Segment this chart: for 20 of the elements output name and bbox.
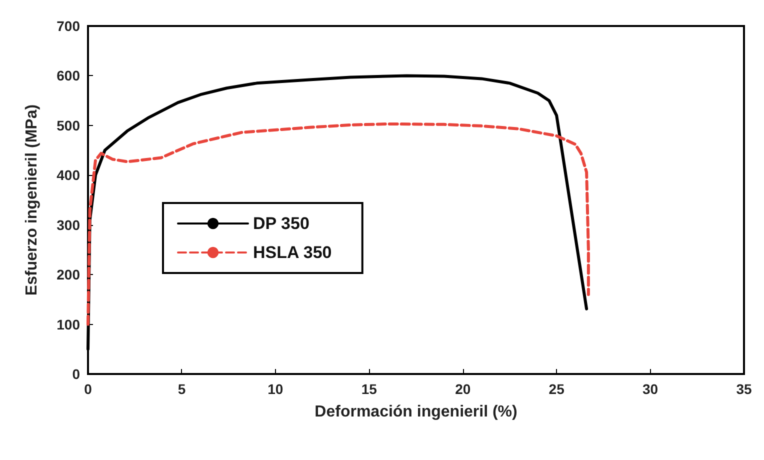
x-tick-label: 5 xyxy=(178,381,186,397)
y-tick-label: 300 xyxy=(56,216,80,233)
legend-label: DP 350 xyxy=(253,214,310,233)
x-axis-title: Deformación ingenieril (%) xyxy=(314,404,518,420)
x-tick-label: 10 xyxy=(268,381,284,397)
x-tick-label: 30 xyxy=(642,381,658,397)
y-tick-label: 0 xyxy=(72,366,80,382)
x-tick-label: 15 xyxy=(361,381,378,397)
x-tick-label: 0 xyxy=(84,381,92,397)
x-tick-label: 25 xyxy=(548,381,565,397)
y-axis-title: Esfuerzo ingenieril (MPa) xyxy=(24,104,40,296)
y-tick-label: 600 xyxy=(56,68,80,84)
legend-label: HSLA 350 xyxy=(253,243,332,262)
y-tick-label: 200 xyxy=(56,266,80,283)
x-tick-label: 20 xyxy=(455,381,471,397)
y-tick-label: 500 xyxy=(56,117,80,134)
y-tick-label: 100 xyxy=(56,316,80,332)
y-tick-label: 700 xyxy=(56,18,80,34)
x-tick-label: 35 xyxy=(736,381,752,397)
y-tick-label: 400 xyxy=(56,167,80,184)
